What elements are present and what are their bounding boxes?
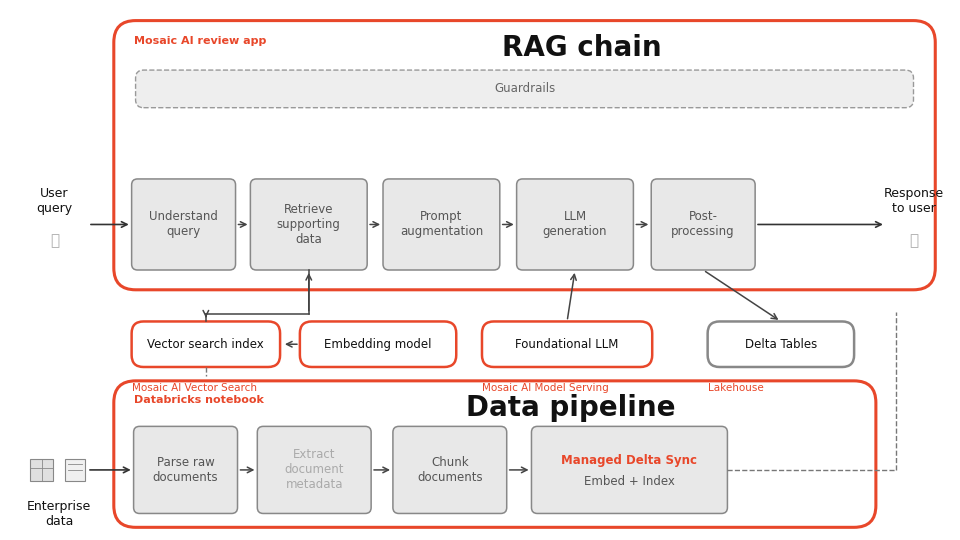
FancyBboxPatch shape: [383, 179, 500, 270]
Text: Extract
document
metadata: Extract document metadata: [284, 448, 344, 491]
Text: Delta Tables: Delta Tables: [745, 338, 817, 350]
FancyBboxPatch shape: [114, 381, 876, 528]
FancyBboxPatch shape: [114, 21, 935, 290]
Text: Prompt
augmentation: Prompt augmentation: [399, 211, 483, 239]
FancyBboxPatch shape: [133, 427, 237, 514]
Text: Foundational LLM: Foundational LLM: [516, 338, 619, 350]
Text: Response
to user: Response to user: [883, 187, 944, 215]
FancyBboxPatch shape: [651, 179, 756, 270]
FancyBboxPatch shape: [532, 427, 728, 514]
Text: Data pipeline: Data pipeline: [467, 394, 676, 422]
Text: Managed Delta Sync: Managed Delta Sync: [562, 454, 698, 467]
Text: Guardrails: Guardrails: [493, 83, 555, 96]
Text: 👥: 👥: [909, 233, 918, 248]
FancyBboxPatch shape: [393, 427, 507, 514]
FancyBboxPatch shape: [257, 427, 372, 514]
Text: Lakehouse: Lakehouse: [708, 383, 763, 393]
Text: Vector search index: Vector search index: [148, 338, 264, 350]
Text: 👥: 👥: [50, 233, 59, 248]
Text: Post-
processing: Post- processing: [671, 211, 735, 239]
FancyBboxPatch shape: [708, 321, 854, 367]
FancyBboxPatch shape: [482, 321, 652, 367]
Text: Mosaic AI Model Serving: Mosaic AI Model Serving: [482, 383, 609, 393]
Text: Chunk
documents: Chunk documents: [417, 456, 483, 484]
Text: Mosaic AI Vector Search: Mosaic AI Vector Search: [132, 383, 256, 393]
Text: Parse raw
documents: Parse raw documents: [153, 456, 218, 484]
FancyBboxPatch shape: [30, 459, 54, 481]
Text: Embed + Index: Embed + Index: [584, 475, 675, 488]
Text: User
query: User query: [36, 187, 73, 215]
Text: Retrieve
supporting
data: Retrieve supporting data: [276, 203, 341, 246]
FancyBboxPatch shape: [251, 179, 367, 270]
Text: Understand
query: Understand query: [149, 211, 218, 239]
Text: LLM
generation: LLM generation: [542, 211, 608, 239]
FancyBboxPatch shape: [300, 321, 456, 367]
Text: RAG chain: RAG chain: [502, 35, 661, 63]
Text: Databricks notebook: Databricks notebook: [133, 395, 263, 404]
Text: Embedding model: Embedding model: [324, 338, 432, 350]
FancyBboxPatch shape: [65, 459, 85, 481]
Text: Enterprise
data: Enterprise data: [27, 500, 91, 528]
FancyBboxPatch shape: [132, 179, 235, 270]
FancyBboxPatch shape: [135, 70, 914, 107]
FancyBboxPatch shape: [516, 179, 634, 270]
FancyBboxPatch shape: [132, 321, 280, 367]
Text: Mosaic AI review app: Mosaic AI review app: [133, 36, 266, 46]
